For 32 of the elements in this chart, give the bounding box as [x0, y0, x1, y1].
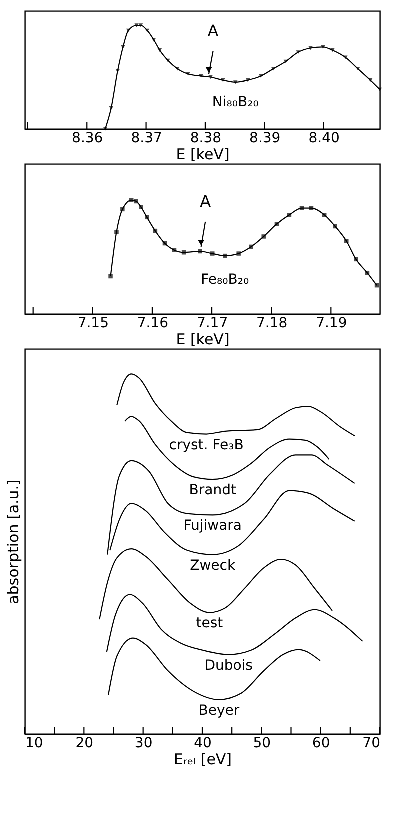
series-label: Fe₈₀B₂₀	[201, 272, 250, 288]
x-tick-label: 7.18	[256, 316, 288, 332]
x-tick-label: 70	[362, 736, 380, 752]
x-axis-title: Eᵣₑₗ [eV]	[174, 750, 232, 768]
x-tick-label: 40	[194, 736, 212, 752]
annotation: A	[208, 21, 219, 40]
series-label: Zweck	[190, 558, 236, 574]
series-label: test	[196, 616, 224, 632]
x-tick-label: 8.38	[190, 130, 222, 146]
series-label: Beyer	[198, 702, 240, 719]
x-tick-label: 20	[76, 736, 94, 752]
x-tick-label: 10	[26, 736, 44, 752]
x-tick-label: 7.16	[137, 316, 169, 332]
x-tick-label: 8.40	[308, 130, 340, 146]
series-label: Ni₈₀B₂₀	[212, 94, 260, 110]
series-label: Fujiwara	[184, 518, 242, 534]
x-tick-label: 8.36	[72, 130, 104, 146]
x-axis-title: E [keV]	[176, 146, 230, 164]
x-tick-label: 50	[253, 736, 272, 752]
x-tick-label: 8.37	[131, 130, 162, 146]
x-tick-label: 60	[312, 736, 330, 752]
series-label: Brandt	[189, 482, 237, 499]
x-axis-title: E [keV]	[176, 330, 230, 348]
x-tick-label: 8.39	[250, 130, 281, 146]
y-axis-title: absorption [a.u.]	[4, 480, 22, 604]
x-tick-label: 7.17	[196, 316, 228, 332]
series-label: cryst. Fe₃B	[169, 437, 244, 454]
annotation: A	[200, 192, 212, 211]
x-tick-label: 30	[134, 736, 153, 752]
series-label: Dubois	[204, 658, 253, 674]
x-tick-label: 7.15	[78, 316, 109, 332]
x-tick-label: 7.19	[316, 316, 348, 332]
